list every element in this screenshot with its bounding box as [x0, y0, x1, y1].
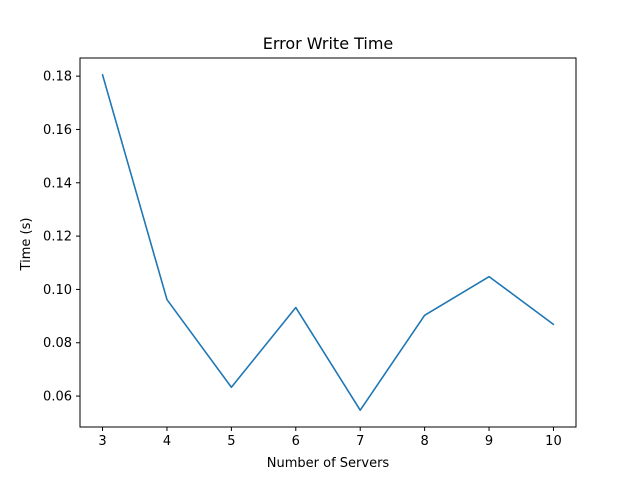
x-tick-label: 6 [292, 434, 300, 449]
series-layer [101, 74, 555, 412]
y-tick-label: 0.06 [43, 390, 72, 405]
x-axis-label: Number of Servers [267, 456, 390, 471]
x-tick-label: 10 [545, 434, 562, 449]
chart-title: Error Write Time [263, 34, 394, 53]
x-tick-label: 3 [98, 434, 106, 449]
y-tick-label: 0.08 [43, 336, 72, 351]
x-tick-label: 5 [227, 434, 235, 449]
y-tick-label: 0.18 [43, 70, 72, 85]
y-tick-label: 0.12 [43, 230, 72, 245]
x-tick-label: 8 [420, 434, 428, 449]
y-tick-label: 0.16 [43, 123, 72, 138]
x-tick-label: 9 [485, 434, 493, 449]
x-axis-ticks: 3 4 5 6 7 8 9 10 [98, 427, 562, 449]
series-line-0 [101, 74, 555, 412]
y-axis-ticks: 0.06 0.08 0.10 0.12 0.14 0.16 0.18 [43, 70, 80, 405]
x-tick-label: 7 [356, 434, 364, 449]
x-tick-label: 4 [163, 434, 171, 449]
y-tick-label: 0.14 [43, 176, 72, 191]
plot-area-frame [79, 57, 577, 428]
y-tick-label: 0.10 [43, 283, 72, 298]
y-axis-label: Time (s) [19, 218, 34, 272]
